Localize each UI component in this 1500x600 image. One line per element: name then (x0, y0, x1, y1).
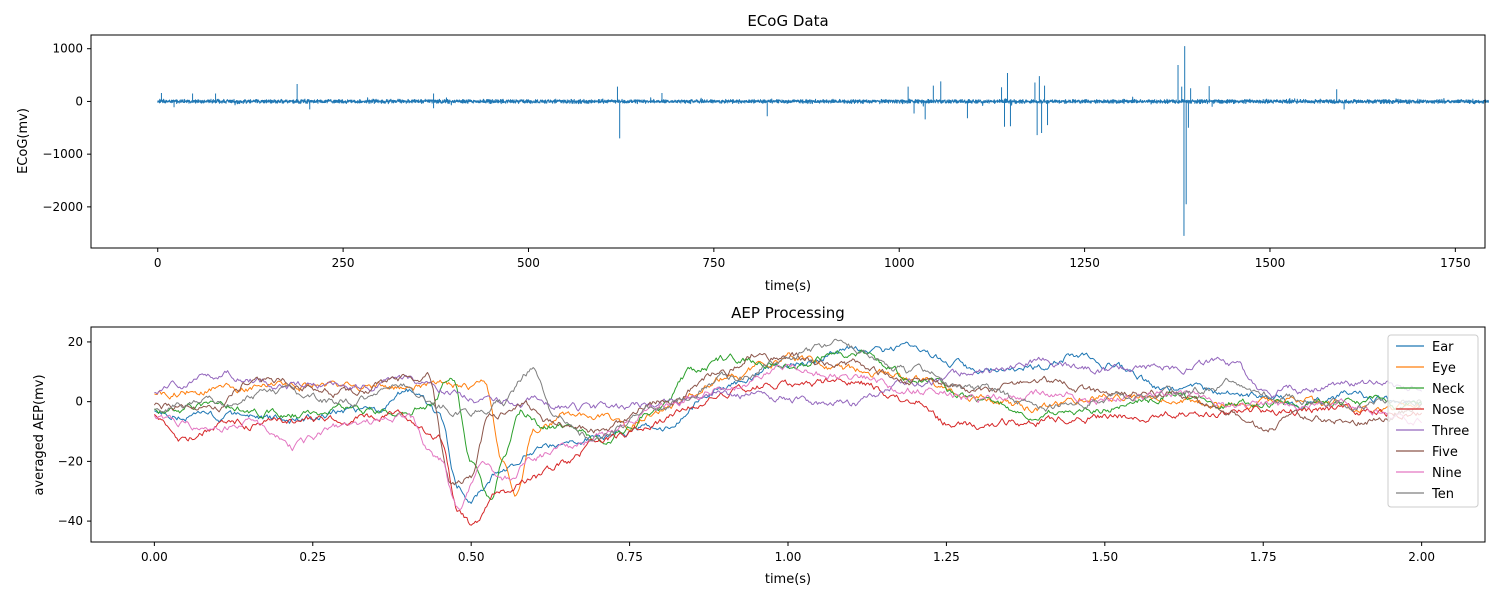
aep-x-tick-label: 1.50 (1091, 550, 1118, 564)
aep-series-line-nose (154, 377, 1423, 526)
ecog-x-tick-label: 1500 (1255, 256, 1286, 270)
ecog-plot-frame (90, 34, 1486, 249)
ecog-y-tick-label: 0 (75, 94, 83, 108)
ecog-x-tick-label: 500 (517, 256, 540, 270)
ecog-x-tick-label: 750 (702, 256, 725, 270)
ecog-x-axis-label: time(s) (765, 279, 811, 294)
aep-y-tick-label: 20 (68, 335, 83, 349)
aep-series-group (153, 338, 1423, 526)
legend-label-three: Three (1431, 424, 1469, 439)
aep-x-tick-label: 1.00 (775, 550, 802, 564)
legend-label-nine: Nine (1432, 466, 1462, 481)
aep-y-tick-label: −20 (58, 454, 83, 468)
ecog-series-line (157, 46, 1490, 236)
aep-series-line-eye (154, 352, 1423, 497)
ecog-y-axis-label: ECoG(mv) (16, 108, 31, 174)
aep-series-line-three (154, 356, 1422, 412)
aep-series-line-neck (154, 349, 1423, 500)
aep-x-tick-label: 0.50 (458, 550, 485, 564)
ecog-y-tick-label: −2000 (42, 200, 83, 214)
aep-legend-items: Ear Eye Neck Nose Three Five Nine Ten (1396, 340, 1469, 502)
aep-y-tick-label: 0 (75, 395, 83, 409)
ecog-ticks: 0 250 500 750 1000 1250 1500 1750 1000 0 −1000 −200… (42, 42, 1470, 270)
aep-x-tick-label: 2.00 (1408, 550, 1435, 564)
aep-ticks: 0.00 0.25 0.50 0.75 1.00 1.25 1.50 1.75 2.00 20 0 −… (58, 335, 1435, 564)
aep-x-tick-label: 0.25 (299, 550, 326, 564)
legend-label-neck: Neck (1432, 382, 1465, 397)
legend-label-ten: Ten (1431, 487, 1454, 502)
aep-x-tick-label: 1.75 (1250, 550, 1277, 564)
legend-label-eye: Eye (1432, 361, 1456, 376)
ecog-subplot: ECoG Data 0 250 500 750 1000 1250 1500 1750 1000… (16, 12, 1490, 294)
ecog-x-tick-label: 1250 (1069, 256, 1100, 270)
aep-x-tick-label: 0.00 (141, 550, 168, 564)
ecog-x-tick-label: 250 (332, 256, 355, 270)
ecog-x-tick-label: 0 (154, 256, 162, 270)
legend-label-five: Five (1432, 445, 1458, 460)
aep-y-tick-label: −40 (58, 514, 83, 528)
aep-title: AEP Processing (731, 304, 845, 322)
aep-series-line-ten (154, 338, 1423, 442)
aep-x-axis-label: time(s) (765, 572, 811, 587)
ecog-x-tick-label: 1000 (884, 256, 915, 270)
legend-label-ear: Ear (1432, 340, 1454, 355)
aep-y-axis-label: averaged AEP(mv) (32, 374, 47, 495)
ecog-y-tick-label: 1000 (52, 42, 83, 56)
ecog-y-tick-label: −1000 (42, 147, 83, 161)
aep-x-tick-label: 1.25 (933, 550, 960, 564)
aep-plot-frame (90, 326, 1486, 543)
legend-label-nose: Nose (1432, 403, 1464, 418)
aep-subplot: AEP Processing 0.00 0.25 0.50 0.75 1.00 1.25 1… (32, 304, 1486, 587)
aep-legend-box (1387, 334, 1479, 508)
ecog-title: ECoG Data (747, 12, 828, 30)
aep-legend: Ear Eye Neck Nose Three Five Nine Ten (1387, 334, 1479, 508)
ecog-x-tick-label: 1750 (1440, 256, 1471, 270)
aep-series-line-nine (153, 363, 1423, 511)
ecog-series-group (157, 46, 1490, 236)
aep-x-tick-label: 0.75 (616, 550, 643, 564)
